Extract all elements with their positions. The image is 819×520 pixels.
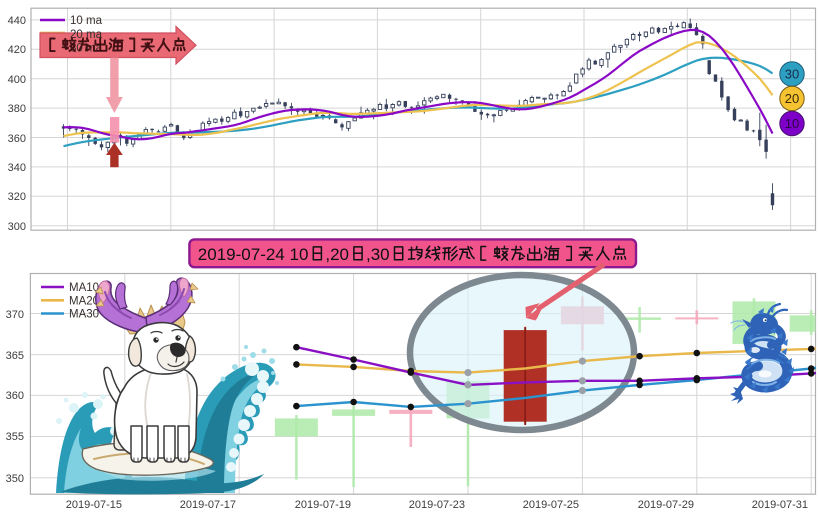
svg-text:2019-07-24 10: 2019-07-24 10 xyxy=(198,245,309,264)
svg-text:365: 365 xyxy=(6,350,24,362)
svg-text:10 ma: 10 ma xyxy=(70,15,103,27)
svg-text:400: 400 xyxy=(8,74,26,86)
svg-text:30: 30 xyxy=(785,67,799,82)
svg-text:2019-07-29: 2019-07-29 xyxy=(638,499,694,511)
svg-text:MA20: MA20 xyxy=(69,295,99,307)
svg-text:360: 360 xyxy=(6,390,24,402)
svg-text:2019-07-31: 2019-07-31 xyxy=(752,499,808,511)
svg-text:20: 20 xyxy=(785,91,799,106)
svg-text:2019-07-17: 2019-07-17 xyxy=(180,499,236,511)
svg-text:,30: ,30 xyxy=(366,245,390,264)
svg-text:2019-07-19: 2019-07-19 xyxy=(295,499,351,511)
svg-text:380: 380 xyxy=(8,103,26,115)
svg-text:2019-07-25: 2019-07-25 xyxy=(523,499,579,511)
svg-text:420: 420 xyxy=(8,44,26,56)
svg-text:350: 350 xyxy=(6,473,24,485)
svg-text:440: 440 xyxy=(8,15,26,27)
svg-text:2019-07-23: 2019-07-23 xyxy=(409,499,465,511)
svg-text:340: 340 xyxy=(8,162,26,174)
svg-text:MA30: MA30 xyxy=(69,309,99,321)
svg-text:320: 320 xyxy=(8,191,26,203)
svg-text:360: 360 xyxy=(8,133,26,145)
svg-text:10: 10 xyxy=(785,116,799,131)
svg-text:355: 355 xyxy=(6,431,24,443)
svg-text:20 ma: 20 ma xyxy=(70,29,103,41)
svg-text:,20: ,20 xyxy=(325,245,349,264)
svg-text:2019-07-15: 2019-07-15 xyxy=(66,499,122,511)
svg-text:370: 370 xyxy=(6,309,24,321)
svg-text:MA10: MA10 xyxy=(69,282,99,294)
svg-text:300: 300 xyxy=(8,221,26,233)
